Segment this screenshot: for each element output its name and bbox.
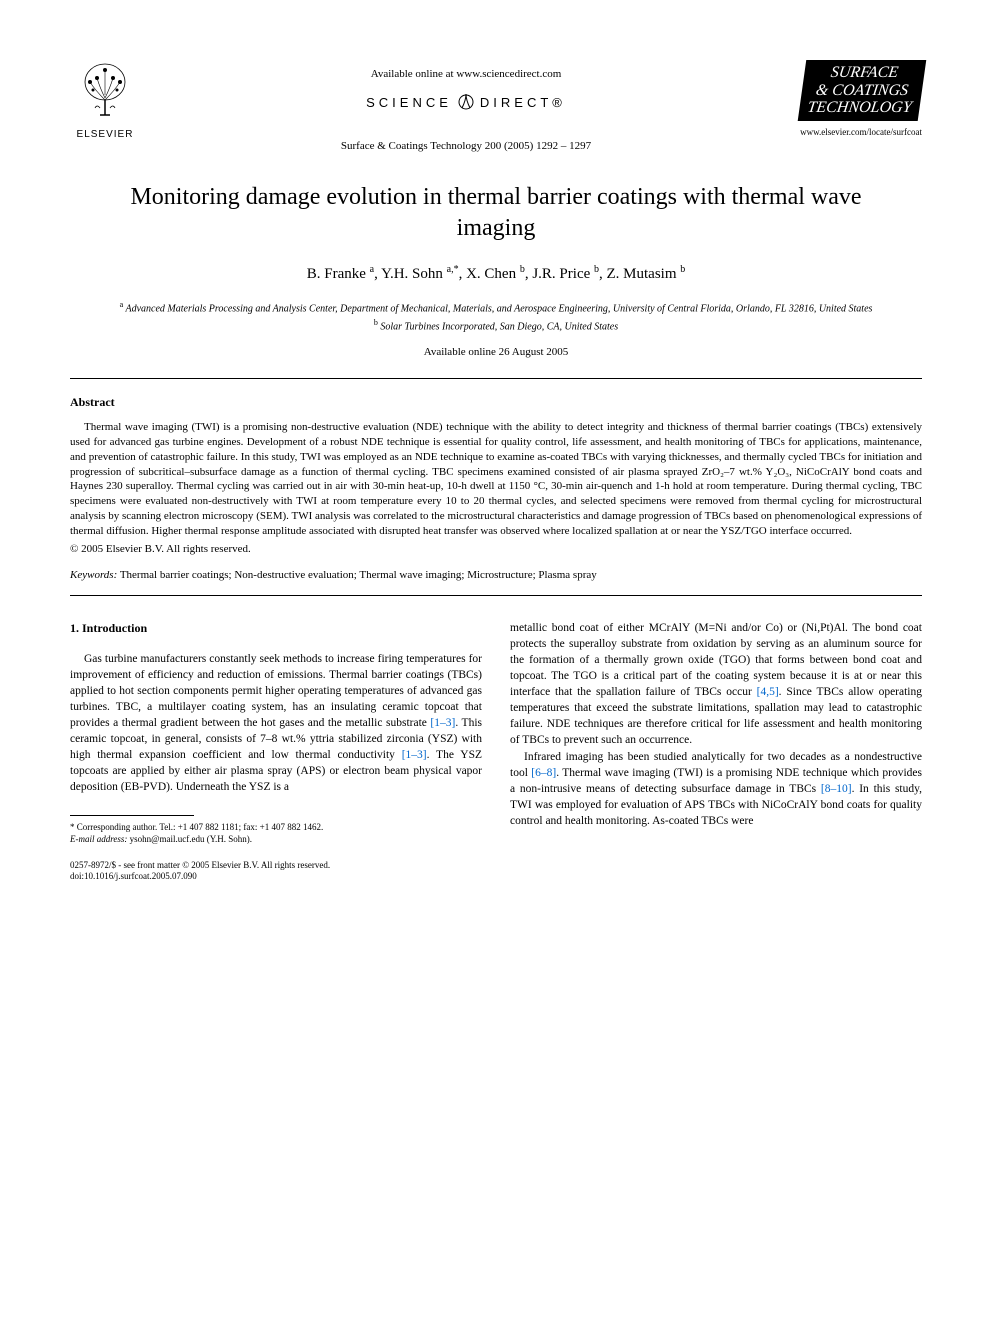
elsevier-label: ELSEVIER — [70, 129, 140, 140]
reference-link[interactable]: [1–3] — [402, 749, 427, 761]
available-date: Available online 26 August 2005 — [70, 346, 922, 358]
body-two-column: 1. Introduction Gas turbine manufacturer… — [70, 620, 922, 846]
available-online-text: Available online at www.sciencedirect.co… — [140, 68, 792, 80]
elsevier-tree-icon — [75, 60, 135, 120]
page-header: ELSEVIER Available online at www.science… — [70, 60, 922, 152]
affiliations: a Advanced Materials Processing and Anal… — [70, 299, 922, 334]
sciencedirect-icon — [458, 92, 474, 112]
reference-link[interactable]: [1–3] — [430, 717, 455, 729]
column-left: 1. Introduction Gas turbine manufacturer… — [70, 620, 482, 846]
author: Y.H. Sohn — [381, 266, 447, 282]
journal-url: www.elsevier.com/locate/surfcoat — [792, 127, 922, 137]
affiliation-a-text: Advanced Materials Processing and Analys… — [125, 304, 872, 315]
article-title: Monitoring damage evolution in thermal b… — [110, 182, 882, 244]
footer-line1: 0257-8972/$ - see front matter © 2005 El… — [70, 860, 922, 872]
journal-logo-line3: TECHNOLOGY — [806, 99, 913, 117]
sciencedirect-right: DIRECT® — [480, 95, 566, 110]
journal-logo-line2: & COATINGS — [809, 82, 916, 100]
author: J.R. Price — [532, 266, 594, 282]
affiliation-b-text: Solar Turbines Incorporated, San Diego, … — [380, 321, 618, 332]
page-footer: 0257-8972/$ - see front matter © 2005 El… — [70, 860, 922, 883]
keywords-label: Keywords: — [70, 569, 117, 581]
affiliation-b: b Solar Turbines Incorporated, San Diego… — [70, 317, 922, 334]
corresponding-line: * Corresponding author. Tel.: +1 407 882… — [70, 822, 482, 834]
abstract-copyright: © 2005 Elsevier B.V. All rights reserved… — [70, 543, 922, 555]
reference-link[interactable]: [8–10] — [821, 783, 852, 795]
authors-line: B. Franke a, Y.H. Sohn a,*, X. Chen b, J… — [70, 264, 922, 283]
author-affil-sup: b — [680, 264, 685, 275]
sciencedirect-left: SCIENCE — [366, 95, 452, 110]
email-value: ysohn@mail.ucf.edu (Y.H. Sohn). — [130, 834, 252, 844]
author: B. Franke — [307, 266, 370, 282]
footer-line2: doi:10.1016/j.surfcoat.2005.07.090 — [70, 871, 922, 883]
journal-logo-box: SURFACE & COATINGS TECHNOLOGY — [798, 60, 927, 121]
author-affil-sup: a,* — [447, 264, 459, 275]
author-sep: , — [459, 266, 467, 282]
intro-paragraph-1: Gas turbine manufacturers constantly see… — [70, 651, 482, 796]
reference-link[interactable]: [4,5] — [757, 686, 779, 698]
rule-bottom — [70, 595, 922, 596]
abstract-heading: Abstract — [70, 395, 922, 410]
corresponding-author-footnote: * Corresponding author. Tel.: +1 407 882… — [70, 822, 482, 845]
sciencedirect-logo: SCIENCE DIRECT® — [140, 92, 792, 112]
rule-top — [70, 378, 922, 379]
email-label: E-mail address: — [70, 834, 127, 844]
intro-paragraph-1-cont: metallic bond coat of either MCrAlY (M=N… — [510, 620, 922, 749]
journal-reference: Surface & Coatings Technology 200 (2005)… — [140, 140, 792, 152]
section-1-heading: 1. Introduction — [70, 620, 482, 637]
elsevier-logo: ELSEVIER — [70, 60, 140, 140]
email-line: E-mail address: ysohn@mail.ucf.edu (Y.H.… — [70, 834, 482, 846]
author: Z. Mutasim — [607, 266, 681, 282]
affiliation-a: a Advanced Materials Processing and Anal… — [70, 299, 922, 316]
text-span: Gas turbine manufacturers constantly see… — [70, 653, 482, 729]
intro-paragraph-2: Infrared imaging has been studied analyt… — [510, 749, 922, 829]
keywords-line: Keywords: Thermal barrier coatings; Non-… — [70, 569, 922, 581]
author-sep: , — [599, 266, 607, 282]
keywords-text: Thermal barrier coatings; Non-destructiv… — [120, 569, 597, 581]
header-center: Available online at www.sciencedirect.co… — [140, 60, 792, 152]
column-right: metallic bond coat of either MCrAlY (M=N… — [510, 620, 922, 846]
footnote-rule — [70, 815, 194, 816]
abstract-text: Thermal wave imaging (TWI) is a promisin… — [70, 420, 922, 539]
reference-link[interactable]: [6–8] — [531, 767, 556, 779]
journal-logo-block: SURFACE & COATINGS TECHNOLOGY www.elsevi… — [792, 60, 922, 137]
author: X. Chen — [466, 266, 520, 282]
journal-logo-line1: SURFACE — [811, 64, 918, 82]
